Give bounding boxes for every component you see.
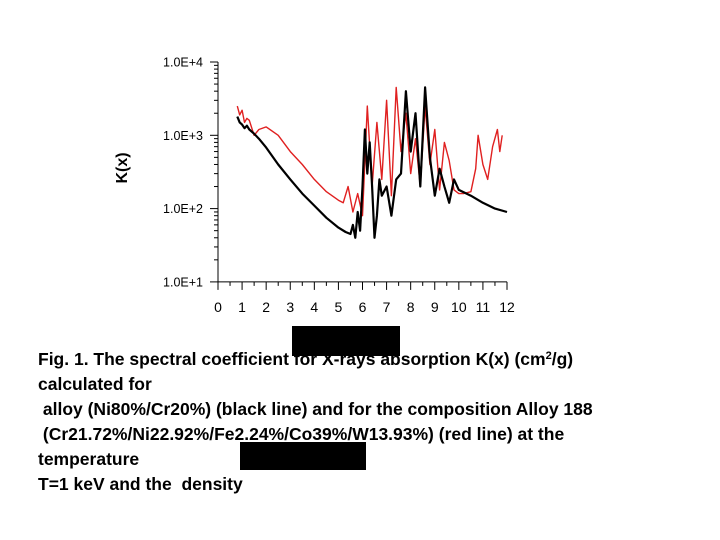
y-tick-label: 1.0E+1 (163, 275, 203, 289)
x-tick-label: 4 (310, 299, 318, 315)
x-tick-label: 6 (359, 299, 367, 315)
x-tick-label: 1 (238, 299, 246, 315)
y-tick-label: 1.0E+4 (163, 56, 203, 70)
x-tick-label: 5 (335, 299, 343, 315)
caption-superscript: 2 (545, 350, 552, 362)
caption-line-4: (Cr21.72%/Ni22.92%/Fe2.24%/Co39%/W13.93%… (38, 424, 565, 444)
x-tick-label: 7 (383, 299, 391, 315)
caption-line-5: temperature (38, 449, 140, 469)
series-layer (236, 86, 508, 239)
x-tick-label: 9 (431, 299, 439, 315)
y-tick-label: 1.0E+3 (163, 129, 203, 143)
x-axis: 0 1 2 3 4 5 6 7 8 9 10 11 12 (214, 281, 515, 315)
x-tick-label: 10 (451, 299, 467, 315)
caption-line-1b: /g) (551, 349, 574, 369)
caption-line-6: T=1 keV and the density (38, 474, 243, 494)
x-tick-label: 2 (262, 299, 270, 315)
y-tick-label: 1.0E+2 (163, 202, 203, 216)
x-tick-label: 0 (214, 299, 222, 315)
y-axis-title: K(x) (114, 152, 131, 183)
caption-line-1a: Fig. 1. The spectral coefficient for X-r… (38, 349, 546, 369)
caption-line-2: calculated for (38, 374, 152, 394)
series-line-red (236, 86, 503, 217)
y-axis: 1.0E+1 1.0E+2 1.0E+3 1.0E+4 (163, 56, 219, 289)
redaction-box-1 (292, 326, 400, 356)
series-line-black (236, 86, 508, 239)
x-tick-label: 12 (499, 299, 515, 315)
absorption-chart: 1.0E+11.0E+21.0E+31.0E+4 0 1 2 3 4 5 6 7 8 9 10 11 1… (114, 56, 515, 315)
caption-line-3: alloy (Ni80%/Cr20%) (black line) and for… (38, 399, 593, 419)
figure-caption: Fig. 1. The spectral coefficient for X-r… (38, 347, 708, 497)
redaction-box-2 (240, 442, 366, 470)
x-tick-label: 3 (286, 299, 294, 315)
x-tick-label: 8 (407, 299, 415, 315)
x-tick-label: 11 (476, 299, 491, 315)
